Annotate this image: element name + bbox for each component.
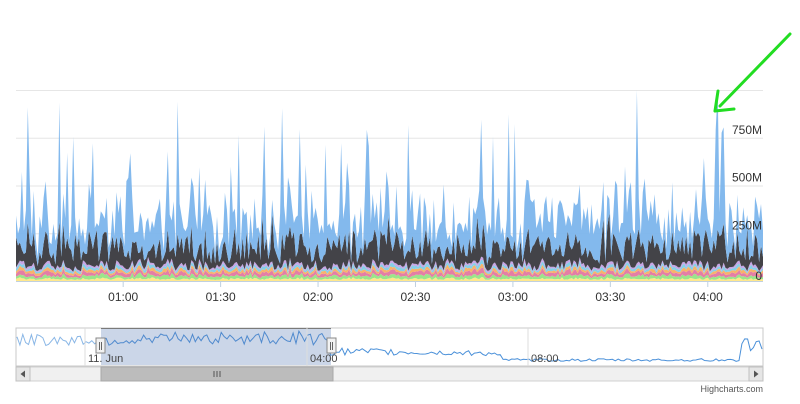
- x-tick-label: 01:00: [108, 290, 138, 304]
- navigator-mask-left: [17, 329, 101, 365]
- navigator-handle-left[interactable]: [95, 337, 106, 354]
- x-tick-label: 01:30: [206, 290, 236, 304]
- scrollbar[interactable]: [15, 366, 764, 382]
- series-area-2[interactable]: [16, 272, 763, 280]
- y-tick-label: 0: [755, 269, 762, 283]
- credits[interactable]: Highcharts.com: [700, 384, 763, 394]
- navigator-selection[interactable]: [101, 329, 331, 365]
- series-area-8[interactable]: [16, 90, 763, 267]
- annotation-arrow: [713, 32, 792, 113]
- y-axis: 0 250M 500M 750M: [732, 123, 762, 283]
- scrollbar-right-button[interactable]: [748, 366, 764, 382]
- x-tick-label: 04:00: [693, 290, 723, 304]
- series-area-1[interactable]: [16, 277, 763, 281]
- y-tick-label: 750M: [732, 123, 762, 137]
- x-tick-label: 02:30: [400, 290, 430, 304]
- series-area-5[interactable]: [16, 259, 763, 276]
- navigator-outline: [15, 327, 764, 367]
- scrollbar-left-button[interactable]: [15, 366, 31, 382]
- x-axis: 01:00 01:30 02:00 02:30 03:00 03:30 04:00: [16, 281, 763, 304]
- navigator-label: 04:00: [310, 353, 338, 365]
- navigator-labels: 11. Jun 04:00 08:00: [84, 328, 559, 366]
- y-tick-label: 250M: [732, 218, 762, 232]
- navigator[interactable]: 11. Jun 04:00 08:00: [15, 327, 764, 367]
- x-tick-label: 02:00: [303, 290, 333, 304]
- navigator-label: 08:00: [531, 353, 559, 365]
- navigator-label: 11. Jun: [88, 353, 123, 365]
- scrollbar-thumb-grip: [213, 371, 221, 377]
- arrow-left-icon: [20, 370, 25, 378]
- series-area-4[interactable]: [16, 263, 763, 277]
- x-tick-label: 03:30: [595, 290, 625, 304]
- navigator-series-line: [16, 329, 763, 362]
- series-area-7[interactable]: [16, 213, 763, 272]
- x-tick-label: 03:00: [498, 290, 528, 304]
- y-tick-label: 500M: [732, 171, 762, 185]
- series-area-3[interactable]: [16, 266, 763, 279]
- series-area-6[interactable]: [16, 256, 763, 273]
- arrow-right-icon: [754, 370, 759, 378]
- navigator-handle-right[interactable]: [326, 337, 337, 354]
- plot-series: [16, 90, 763, 281]
